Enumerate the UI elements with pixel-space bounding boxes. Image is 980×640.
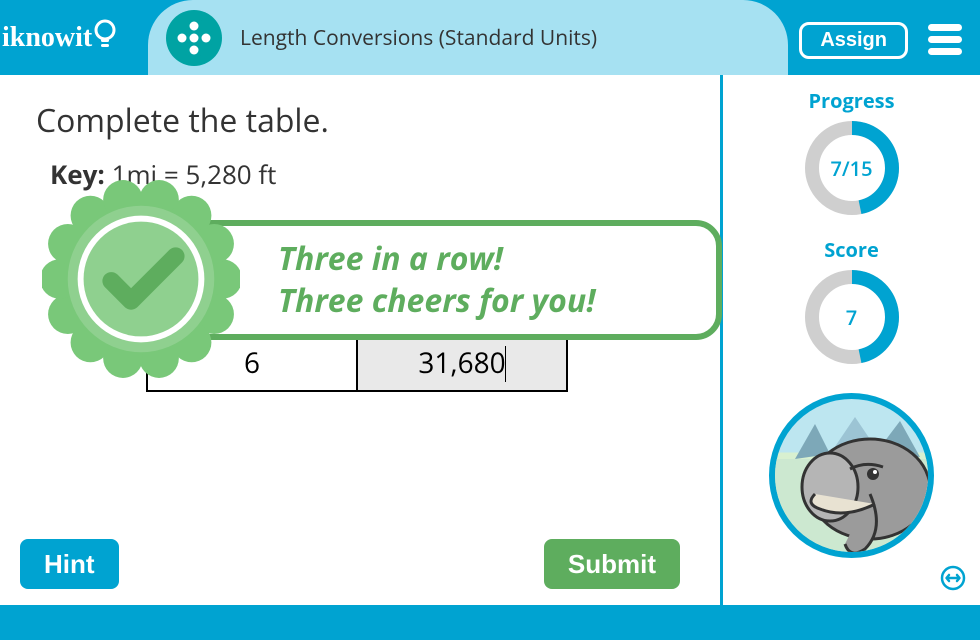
menu-icon[interactable] — [928, 24, 962, 60]
mascot-avatar[interactable] — [769, 393, 934, 558]
progress-value: 7/15 — [802, 118, 902, 218]
lesson-title: Length Conversions (Standard Units) — [240, 24, 597, 52]
question-prompt: Complete the table. — [36, 99, 684, 142]
success-seal-icon — [42, 180, 240, 378]
progress-label: Progress — [808, 87, 894, 114]
footer-bar — [0, 605, 980, 640]
brand-text: iknowit — [2, 22, 92, 54]
lesson-badge-icon — [166, 10, 222, 66]
submit-button[interactable]: Submit — [544, 539, 680, 589]
progress-gauge: 7/15 — [802, 118, 902, 218]
sidebar: Progress 7/15 Score 7 — [720, 75, 980, 605]
lesson-title-pill: Length Conversions (Standard Units) — [148, 0, 788, 75]
hint-button[interactable]: Hint — [20, 539, 119, 589]
feedback-line-1: Three in a row! — [278, 238, 716, 280]
score-value: 7 — [802, 267, 902, 367]
feedback-line-2: Three cheers for you! — [278, 280, 716, 322]
fullscreen-icon[interactable] — [940, 565, 966, 591]
assign-button[interactable]: Assign — [799, 22, 908, 59]
header: iknowit Length Conversions (Standard Uni… — [0, 0, 980, 75]
feedback-overlay: Three in a row! Three cheers for you! — [42, 210, 702, 350]
score-label: Score — [824, 236, 879, 263]
bulb-icon — [94, 19, 116, 57]
brand-logo[interactable]: iknowit — [0, 19, 116, 57]
work-area: Complete the table. Key: 1mi = 5,280 ft … — [0, 75, 980, 605]
score-gauge: 7 — [802, 267, 902, 367]
